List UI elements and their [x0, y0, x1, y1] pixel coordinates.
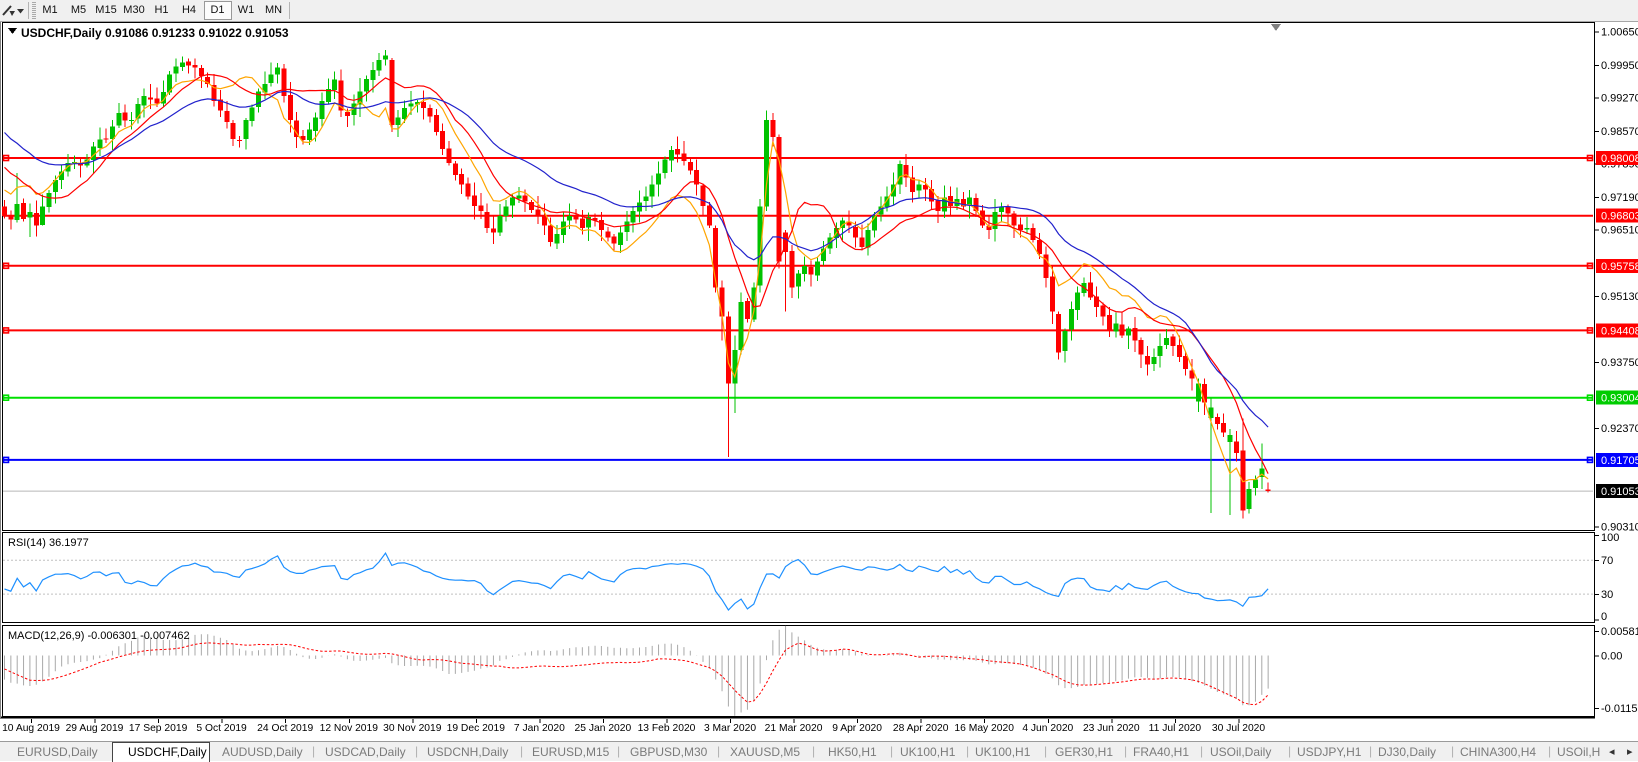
svg-text:MACD(12,26,9) -0.006301 -0.007: MACD(12,26,9) -0.006301 -0.007462 — [8, 630, 190, 642]
svg-text:9 Apr 2020: 9 Apr 2020 — [832, 723, 882, 734]
svg-text:0.96510: 0.96510 — [1601, 225, 1638, 237]
svg-text:0.90310: 0.90310 — [1601, 522, 1638, 534]
svg-text:12 Nov 2019: 12 Nov 2019 — [320, 723, 379, 734]
svg-text:4 Jun 2020: 4 Jun 2020 — [1022, 723, 1073, 734]
svg-text:30 Jul 2020: 30 Jul 2020 — [1212, 723, 1266, 734]
svg-text:1.00650: 1.00650 — [1601, 27, 1638, 39]
svg-text:-0.011514: -0.011514 — [1601, 703, 1638, 715]
svg-text:28 Apr 2020: 28 Apr 2020 — [893, 723, 949, 734]
svg-text:100: 100 — [1601, 532, 1619, 544]
svg-text:0.95130: 0.95130 — [1601, 291, 1638, 303]
svg-text:10 Aug 2019: 10 Aug 2019 — [2, 723, 60, 734]
svg-text:0.93004: 0.93004 — [1601, 393, 1638, 405]
svg-text:29 Aug 2019: 29 Aug 2019 — [66, 723, 124, 734]
svg-text:0.96803: 0.96803 — [1601, 211, 1638, 223]
svg-text:17 Sep 2019: 17 Sep 2019 — [129, 723, 188, 734]
svg-text:0.91705: 0.91705 — [1601, 455, 1638, 467]
svg-text:11 Jul 2020: 11 Jul 2020 — [1149, 723, 1202, 734]
svg-text:30: 30 — [1601, 589, 1613, 601]
svg-text:3 Mar 2020: 3 Mar 2020 — [704, 723, 756, 734]
svg-text:0.92370: 0.92370 — [1601, 423, 1638, 435]
svg-text:0.97190: 0.97190 — [1601, 192, 1638, 204]
svg-text:0.005818: 0.005818 — [1601, 626, 1638, 638]
svg-text:0.00: 0.00 — [1601, 651, 1622, 663]
svg-text:24 Oct 2019: 24 Oct 2019 — [257, 723, 313, 734]
svg-text:30 Nov 2019: 30 Nov 2019 — [383, 723, 442, 734]
svg-text:0.93750: 0.93750 — [1601, 357, 1638, 369]
svg-text:0.98570: 0.98570 — [1601, 126, 1638, 138]
svg-text:13 Feb 2020: 13 Feb 2020 — [638, 723, 696, 734]
svg-text:USDCHF,Daily 0.91086 0.91233: USDCHF,Daily 0.91086 0.91233 0.91022 0.9… — [21, 26, 289, 40]
svg-text:0.99270: 0.99270 — [1601, 93, 1638, 105]
svg-text:70: 70 — [1601, 555, 1613, 567]
svg-text:0.98008: 0.98008 — [1601, 153, 1638, 165]
svg-text:0.95758: 0.95758 — [1601, 261, 1638, 273]
svg-text:23 Jun 2020: 23 Jun 2020 — [1083, 723, 1140, 734]
svg-text:25 Jan 2020: 25 Jan 2020 — [575, 723, 632, 734]
svg-text:7 Jan 2020: 7 Jan 2020 — [514, 723, 565, 734]
svg-text:19 Dec 2019: 19 Dec 2019 — [447, 723, 506, 734]
svg-text:RSI(14) 36.1977: RSI(14) 36.1977 — [8, 537, 89, 549]
svg-text:0.99950: 0.99950 — [1601, 60, 1638, 72]
svg-text:0: 0 — [1601, 611, 1607, 623]
svg-text:5 Oct 2019: 5 Oct 2019 — [196, 723, 247, 734]
svg-text:16 May 2020: 16 May 2020 — [954, 723, 1014, 734]
svg-text:0.91053: 0.91053 — [1601, 486, 1638, 498]
svg-text:21 Mar 2020: 21 Mar 2020 — [765, 723, 823, 734]
svg-text:0.94408: 0.94408 — [1601, 325, 1638, 337]
